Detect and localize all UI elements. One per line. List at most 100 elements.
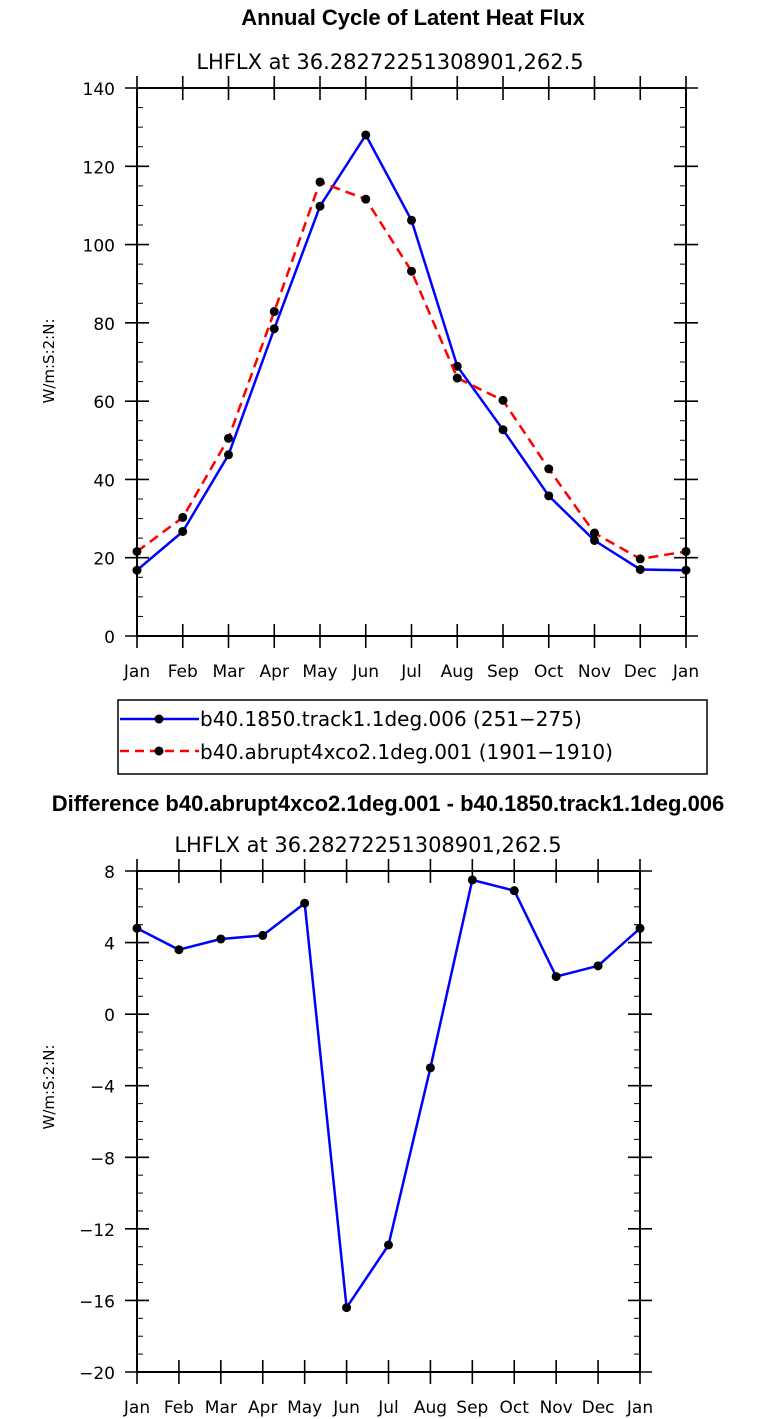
chart-1-series-2-point: [224, 433, 233, 443]
chart-2-x-tick-label: Nov: [540, 1398, 573, 1418]
chart-1-x-tick-label: Jan: [672, 662, 699, 682]
chart-2-subtitle: LHFLX at 36.28272251308901,262.5: [174, 833, 561, 857]
chart-2-x-tick-label: Jun: [332, 1398, 360, 1418]
chart-2-y-tick-label: 8: [104, 863, 115, 883]
chart-1-x-tick-label: May: [302, 662, 337, 682]
chart-1-series-1-point: [498, 425, 508, 435]
chart-2-series-1-point: [467, 875, 477, 885]
chart-2-y-tick-label: 0: [104, 1006, 115, 1026]
legend-label-series-1: b40.1850.track1.1deg.006 (251−275): [200, 707, 582, 731]
chart-1-plot-area: 0 20 40 60 80 100 120 140 Jan Feb Mar Apr May Jun Jul A…: [83, 76, 699, 682]
chart-2-x-tick-label: Jan: [626, 1398, 653, 1418]
chart-2-series-1-point: [551, 972, 561, 982]
chart-1-series-1-point: [132, 565, 142, 575]
chart-1-series-1-point: [269, 324, 279, 334]
chart-1-x-tick-label: Aug: [441, 662, 474, 682]
chart-1-y-tick-label: 140: [83, 80, 115, 100]
chart-1-series-1-point: [315, 201, 325, 211]
chart-1-title: Annual Cycle of Latent Heat Flux: [241, 5, 585, 30]
chart-2-y-tick-label: −4: [90, 1078, 115, 1098]
chart-1-x-tick-label: Apr: [260, 662, 289, 682]
chart-1-series-1-point: [452, 361, 462, 371]
chart-2-x-tick-label: Mar: [205, 1398, 237, 1418]
chart-2-series-1-point: [342, 1303, 352, 1313]
chart-1-series-2-point: [681, 546, 691, 556]
chart-1-series-2-point: [452, 373, 462, 383]
chart-1-y-tick-label: 120: [83, 158, 115, 178]
chart-1-series-2-point: [178, 512, 188, 522]
chart-1-series-1-point: [224, 450, 233, 460]
chart-2-series-1-point: [593, 961, 603, 971]
chart-2-x-tick-label: May: [287, 1398, 322, 1418]
chart-1-x-tick-label: Feb: [168, 662, 198, 682]
chart-1-series-2-point: [269, 307, 279, 317]
chart-1-series-1-point: [635, 564, 645, 574]
chart-1-series-1-point: [544, 491, 554, 501]
chart-1-x-tick-label: Sep: [487, 662, 519, 682]
chart-2-y-axis-label: W/m:S:2:N:: [40, 1045, 58, 1130]
chart-1-y-axis-label: W/m:S:2:N:: [40, 319, 58, 404]
chart-1-subtitle: LHFLX at 36.28272251308901,262.5: [196, 50, 583, 74]
legend-marker-series-2: [154, 746, 164, 756]
chart-2-y-tick-label: −12: [79, 1221, 115, 1241]
chart-2-frame: [136, 870, 641, 1373]
chart-1-x-tick-label: Dec: [624, 662, 657, 682]
chart-2-series-1-point: [425, 1063, 435, 1073]
chart-1-y-tick-label: 20: [93, 550, 115, 570]
chart-2-series-1-point: [635, 923, 645, 933]
chart-1-x-tick-label: Jun: [351, 662, 379, 682]
chart-2-x-tick-label: Aug: [414, 1398, 447, 1418]
chart-2-y-tick-label: −20: [79, 1364, 115, 1384]
legend-label-series-2: b40.abrupt4xco2.1deg.001 (1901−1910): [200, 740, 613, 764]
chart-2-y-tick-label: −16: [79, 1292, 115, 1312]
chart-2-y-tick-label: 4: [104, 935, 115, 955]
chart-2-x-tick-label: Jan: [123, 1398, 150, 1418]
chart-1-x-tick-label: Nov: [578, 662, 611, 682]
chart-1-x-tick-label: Jan: [123, 662, 150, 682]
chart-1-series-2-point: [590, 528, 599, 538]
chart-1-x-tick-label: Oct: [534, 662, 564, 682]
chart-2-plot-area: −20 −16 −12 −8 −4 0 4 8 Jan Feb Mar Apr May Jun Jul Aug…: [79, 859, 653, 1418]
chart-1-series-1-line: [136, 133, 687, 572]
chart-1-series-1-point: [407, 215, 416, 225]
chart-1-y-tick-label: 0: [104, 628, 115, 648]
chart-1-series-1-point: [681, 565, 691, 575]
chart-2-series-1-point: [132, 923, 142, 933]
chart-1-series-1-point: [361, 130, 371, 140]
chart-2-x-tick-label: Feb: [164, 1398, 194, 1418]
chart-2-series-1-point: [509, 886, 519, 896]
chart-2-series-1-point: [174, 945, 184, 955]
chart-1-frame: [136, 87, 687, 637]
chart-2-x-tick-label: Dec: [582, 1398, 615, 1418]
chart-1-y-tick-label: 60: [93, 393, 115, 413]
chart-1-series-1-point: [590, 535, 599, 545]
chart-1-series-2-point: [498, 395, 508, 405]
chart-2-series-1-point: [258, 930, 268, 940]
chart-2-x-tick-label: Apr: [248, 1398, 277, 1418]
chart-2-series-1-point: [216, 934, 226, 944]
chart-1-series-2-point: [544, 464, 554, 474]
chart-2-x-tick-label: Oct: [500, 1398, 530, 1418]
chart-2-series-1-point: [384, 1240, 393, 1250]
chart-1-x-tick-label: Mar: [212, 662, 244, 682]
chart-1-series-2-point: [635, 554, 645, 564]
chart-1-x-tick-label: Jul: [400, 662, 422, 682]
chart-1-series-2-point: [315, 177, 325, 187]
chart-1-series-2-point: [132, 546, 142, 556]
chart-1-y-tick-label: 100: [83, 237, 115, 257]
legend-marker-series-1: [154, 714, 164, 724]
legend-box: [117, 699, 708, 775]
chart-2-x-tick-label: Sep: [456, 1398, 488, 1418]
chart-1-series-2-line: [136, 180, 687, 561]
chart-2-y-tick-label: −8: [90, 1149, 115, 1169]
chart-2-x-tick-label: Jul: [377, 1398, 399, 1418]
chart-1-series-2-point: [407, 266, 416, 276]
legend: b40.1850.track1.1deg.006 (251−275) b40.a…: [117, 699, 708, 775]
chart-1-y-tick-label: 40: [93, 471, 115, 491]
chart-2-title: Difference b40.abrupt4xco2.1deg.001 - b4…: [52, 791, 725, 816]
chart-1-series-1-point: [178, 526, 188, 536]
chart-1-y-tick-label: 80: [93, 315, 115, 335]
chart-2-series-1-point: [300, 898, 310, 908]
chart-1-series-2-point: [361, 194, 371, 204]
